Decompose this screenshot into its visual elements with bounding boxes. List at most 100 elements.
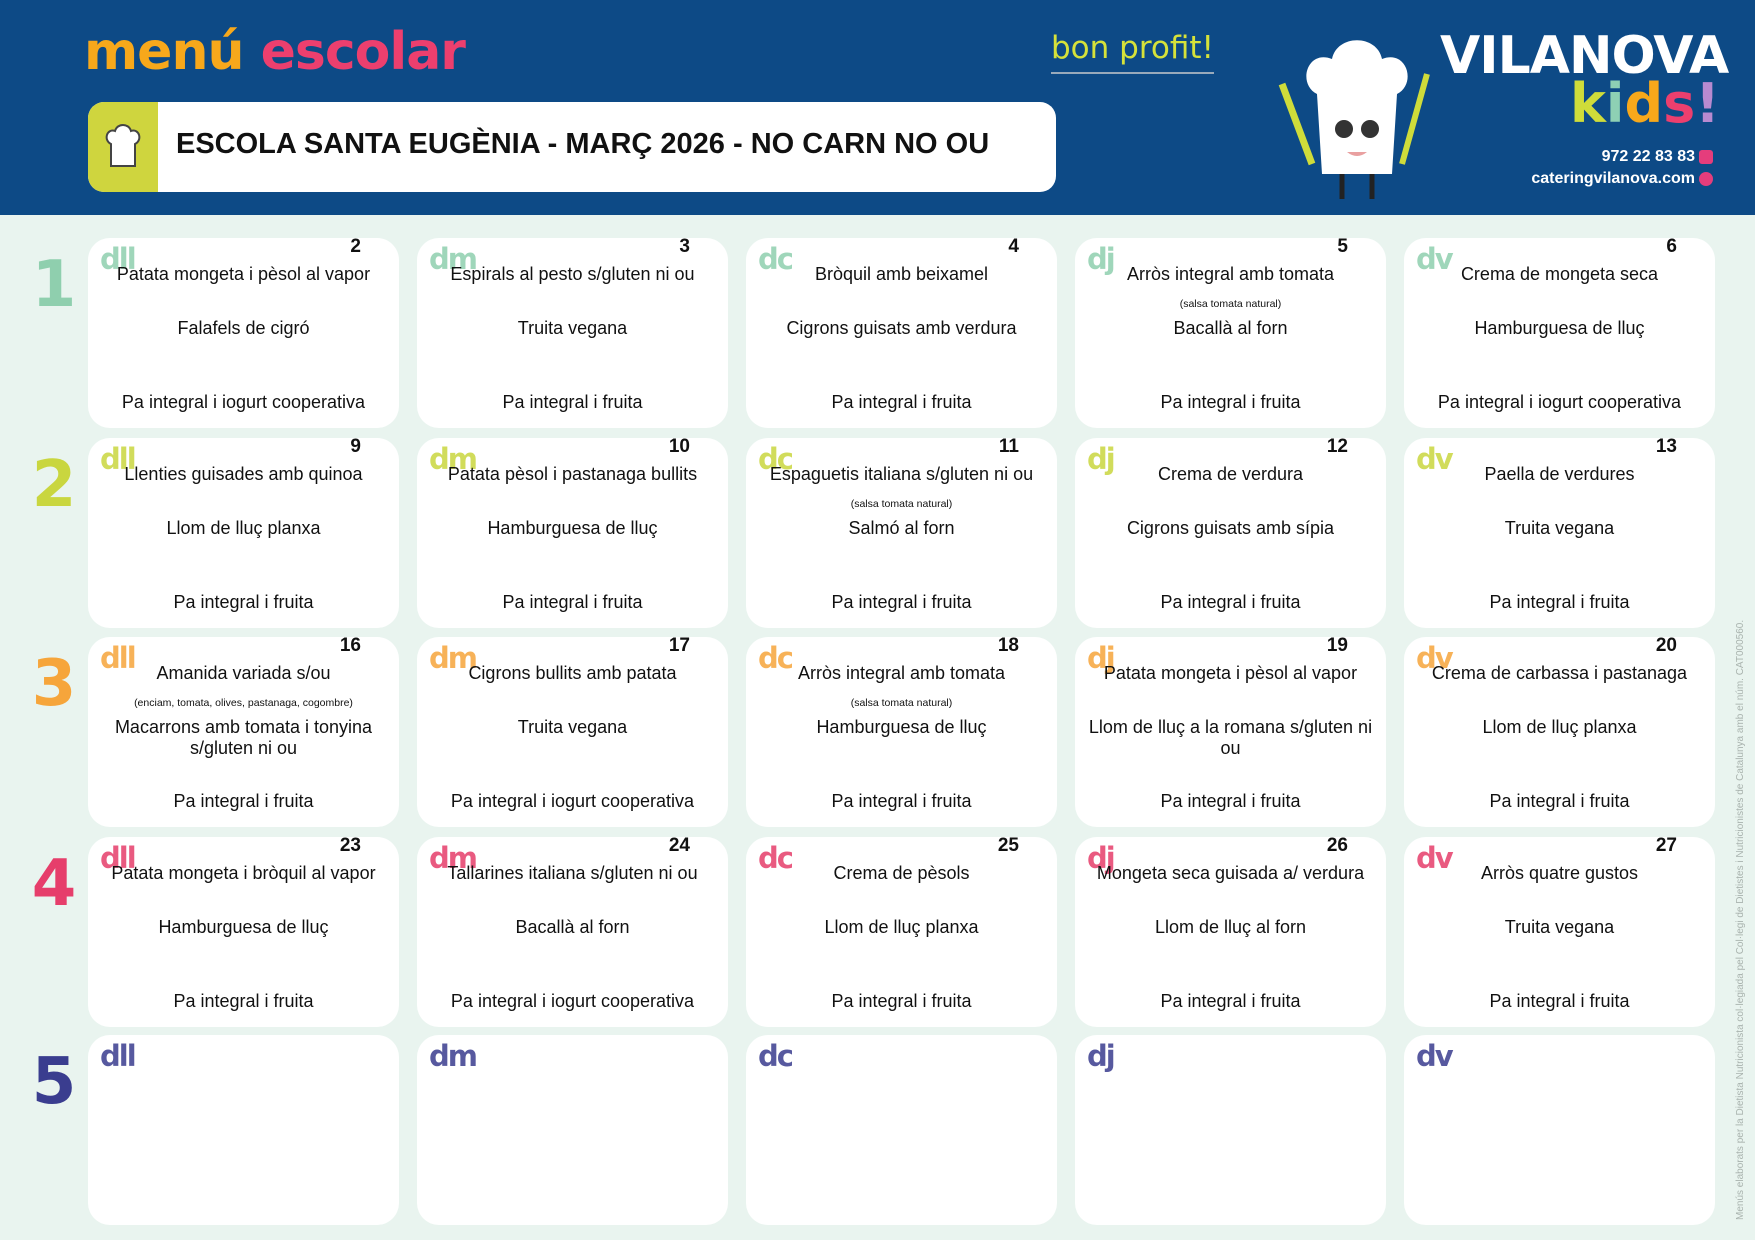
website-text[interactable]: cateringvilanova.com [1531,170,1695,187]
dessert: Pa integral i fruita [831,791,972,811]
header-banner: menú escolar ESCOLA SANTA EUGÈNIA - MARÇ… [0,0,1755,215]
day-abbreviation: dv [1416,442,1454,476]
day-cell: dm 24 Tallarines italiana s/gluten ni ou… [417,835,728,1027]
day-cell: dc 11 Espaguetis italiana s/gluten ni ou… [746,436,1057,628]
day-cell: dv [1404,1035,1715,1225]
dish-note: (salsa tomata natural) [850,498,953,510]
day-cell: dj 12 Crema de verdura Cigrons guisats a… [1075,436,1386,628]
day-cell: dll 2 Patata mongeta i pèsol al vapor Fa… [88,236,399,428]
dessert: Pa integral i fruita [831,592,972,612]
week-number: 5 [31,1045,77,1119]
second-course: Truita vegana [517,318,628,338]
day-abbreviation: dm [429,442,478,476]
day-abbreviation: dll [100,841,137,875]
day-cell: dj 26 Mongeta seca guisada a/ verdura Ll… [1075,835,1386,1027]
second-course: Llom de lluç planxa [166,518,321,538]
first-course: Llenties guisades amb quinoa [124,464,363,484]
second-course [88,1115,399,1159]
second-course: Cigrons guisats amb verdura [786,318,1017,338]
day-cell: dj 5 Arròs integral amb tomata (salsa to… [1075,236,1386,428]
first-course: Paella de verdures [1484,464,1635,484]
week-number: 2 [31,448,77,522]
second-course: Hamburguesa de lluç [816,717,987,737]
day-abbreviation: dc [758,641,794,675]
week-number: 3 [31,647,77,721]
day-cell: dll [88,1035,399,1225]
dessert: Pa integral i fruita [1489,592,1630,612]
first-course: Espaguetis italiana s/gluten ni ou [769,464,1034,484]
first-course: Crema de verdura [1157,464,1304,484]
day-cell: dm 3 Espirals al pesto s/gluten ni ou Tr… [417,236,728,428]
day-cell: dm [417,1035,728,1225]
phone-number: 972 22 83 83 [1602,148,1713,166]
dietitian-note: Menús elaborats per la Dietista Nutricio… [1735,619,1746,1220]
dessert: Pa integral i fruita [1489,791,1630,811]
brand-logo: VILANOVA [1440,26,1729,86]
day-number: 11 [998,436,1019,457]
dish-note: (enciam, tomata, olives, pastanaga, cogo… [134,697,353,709]
day-abbreviation: dm [429,242,478,276]
second-course [1404,1115,1715,1159]
menu-escolar-title: menú escolar [84,22,466,82]
first-course: Mongeta seca guisada a/ verdura [1096,863,1365,883]
second-course [417,1115,728,1159]
day-abbreviation: dc [758,1039,794,1073]
day-cell: dj 19 Patata mongeta i pèsol al vapor Ll… [1075,635,1386,827]
website[interactable]: cateringvilanova.com [1531,170,1713,188]
day-number: 23 [339,835,361,856]
day-abbreviation: dll [100,242,137,276]
second-course: Macarrons amb tomata i tonyina s/gluten … [114,717,373,758]
dessert: Pa integral i fruita [1160,592,1301,612]
dessert: Pa integral i iogurt cooperativa [121,392,366,412]
dessert: Pa integral i fruita [1160,791,1301,811]
dessert: Pa integral i fruita [502,592,643,612]
day-cell: dj [1075,1035,1386,1225]
week-number: 4 [31,847,77,921]
day-abbreviation: dll [100,442,137,476]
day-number: 3 [679,236,690,257]
first-course: Patata mongeta i pèsol al vapor [116,264,371,284]
day-cell: dv 6 Crema de mongeta seca Hamburguesa d… [1404,236,1715,428]
day-number: 6 [1666,236,1677,257]
day-abbreviation: dm [429,641,478,675]
first-course: Bròquil amb beixamel [814,264,989,284]
dessert: Pa integral i fruita [1160,991,1301,1011]
first-course: Crema de pèsols [833,863,970,883]
day-number: 20 [1655,635,1677,656]
day-cell: dll 23 Patata mongeta i bròquil al vapor… [88,835,399,1027]
dessert: Pa integral i fruita [831,991,972,1011]
second-course: Llom de lluç planxa [1482,717,1637,737]
day-abbreviation: dc [758,442,794,476]
second-course: Truita vegana [1504,917,1615,937]
slogan: bon profit! [1051,30,1214,74]
chef-mascot-icon [1278,40,1430,199]
day-number: 19 [1326,635,1348,656]
school-title: ESCOLA SANTA EUGÈNIA - MARÇ 2026 - NO CA… [176,128,990,160]
first-course: Arròs quatre gustos [1480,863,1639,883]
day-abbreviation: dv [1416,1039,1454,1073]
second-course: Llom de lluç a la romana s/gluten ni ou [1088,717,1373,758]
phone-text: 972 22 83 83 [1601,148,1695,165]
day-number: 24 [668,835,690,856]
day-number: 2 [350,236,361,257]
dish-note: (salsa tomata natural) [1179,298,1282,310]
day-abbreviation: dll [100,641,137,675]
week-number: 1 [31,248,77,322]
day-cell: dm 10 Patata pèsol i pastanaga bullits H… [417,436,728,628]
day-number: 27 [1655,835,1677,856]
location-pin-icon [1699,171,1713,186]
day-cell: dll 16 Amanida variada s/ou (enciam, tom… [88,635,399,827]
dish-note: (salsa tomata natural) [850,697,953,709]
second-course: Llom de lluç al forn [1154,917,1307,937]
day-cell: dll 9 Llenties guisades amb quinoa Llom … [88,436,399,628]
day-abbreviation: dj [1087,641,1116,675]
day-number: 25 [997,835,1019,856]
dessert: Pa integral i fruita [1489,991,1630,1011]
dessert: Pa integral i fruita [502,392,643,412]
day-number: 4 [1008,236,1019,257]
day-number: 9 [350,436,361,457]
dessert: Pa integral i fruita [173,592,314,612]
title-part-escolar: escolar [260,22,466,82]
day-number: 13 [1655,436,1677,457]
first-course: Arròs integral amb tomata [797,663,1006,683]
